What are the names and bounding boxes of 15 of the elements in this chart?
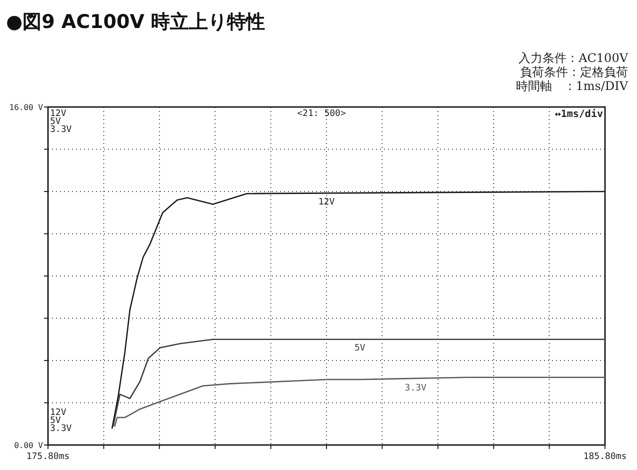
annotation: <21: 500> xyxy=(297,109,346,119)
text: 時間軸 ：1ms/DIV xyxy=(516,79,628,93)
y-tick-label: 16.00 V xyxy=(9,103,44,112)
chart-title: ●図9 AC100V 時立上り特性 xyxy=(6,11,266,33)
series-label: 3.3V xyxy=(404,384,428,394)
x-tick-label: 175.80ms xyxy=(26,452,70,462)
y-tick-label: 0.00 V xyxy=(14,441,44,450)
annotation: 12V 5V 3.3V xyxy=(50,109,72,135)
x-tick-label: 185.80ms xyxy=(583,452,627,462)
series-label: 12V xyxy=(318,198,336,208)
text: 負荷条件：定格負荷 xyxy=(520,65,628,79)
series-label: 5V xyxy=(354,343,366,354)
text: 入力条件：AC100V xyxy=(518,51,628,65)
annotation: 12V 5V 3.3V xyxy=(50,408,72,434)
annotation: ↔1ms/div xyxy=(554,108,603,120)
